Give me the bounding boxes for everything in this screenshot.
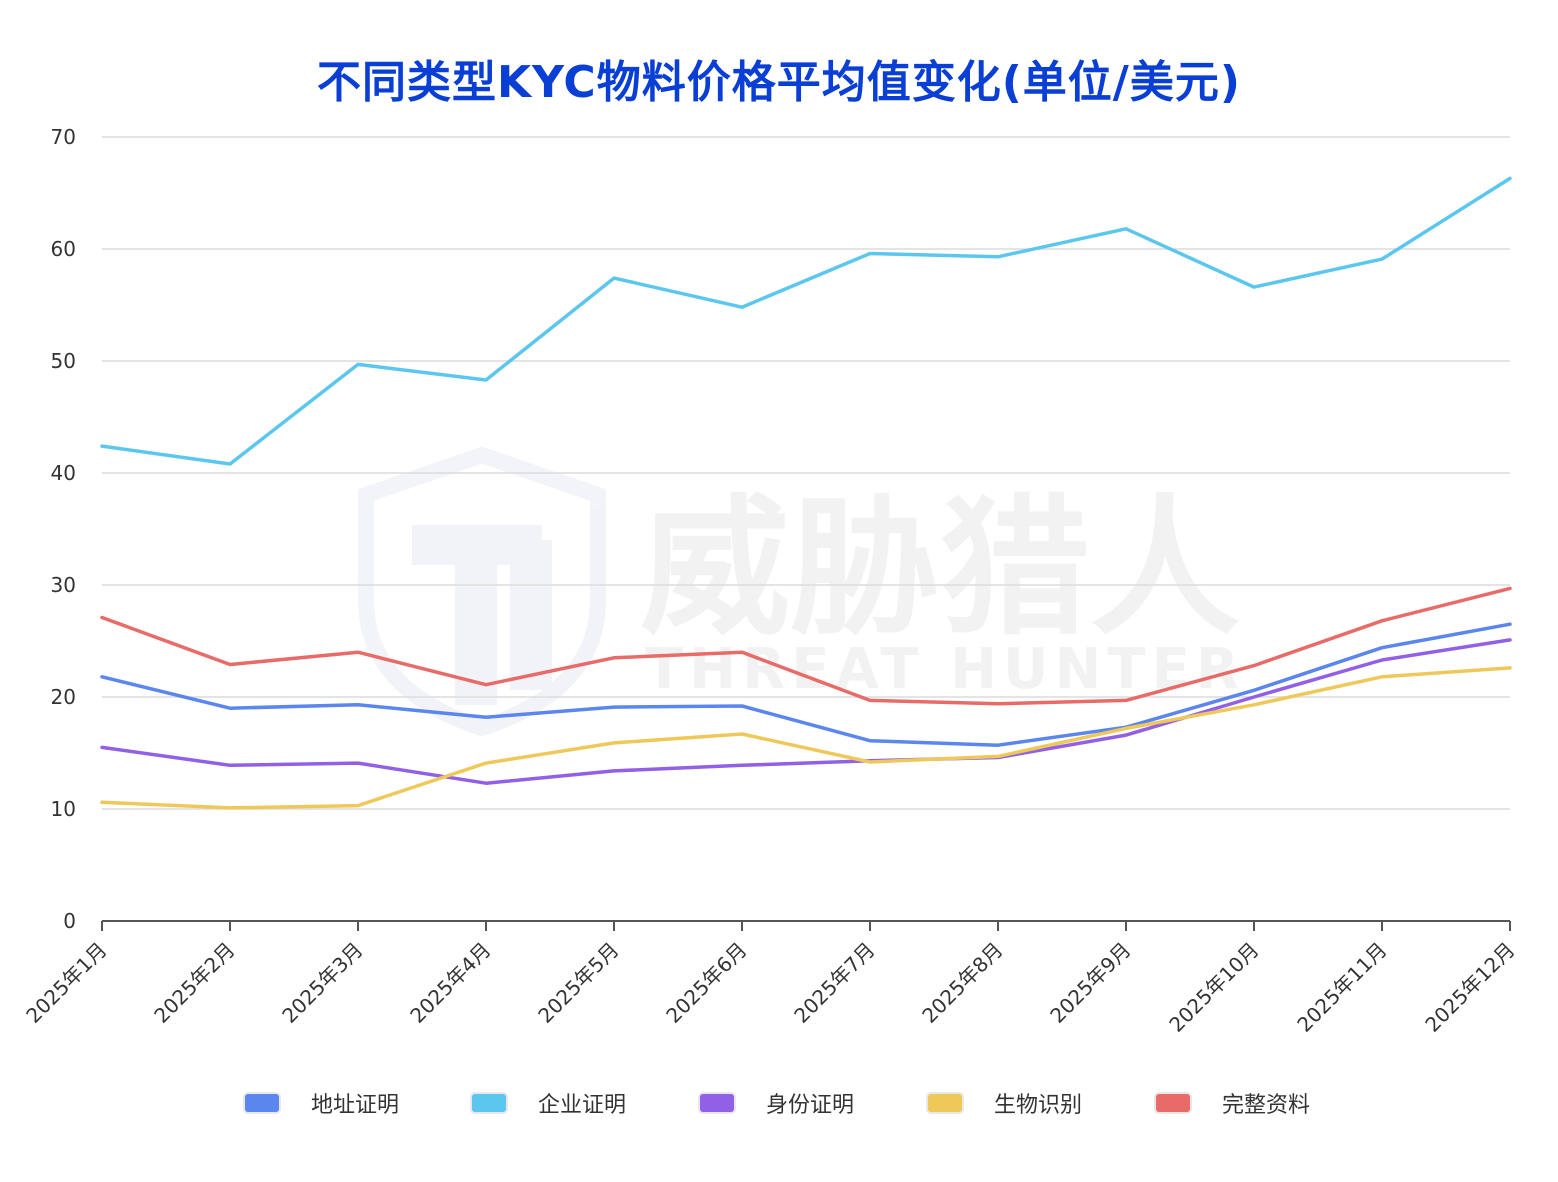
y-tick-label: 60 bbox=[51, 237, 76, 261]
chart-title: 不同类型KYC物料价格平均值变化(单位/美元) bbox=[317, 57, 1241, 108]
legend-label: 企业证明 bbox=[538, 1093, 627, 1118]
x-tick-label: 2025年7月 bbox=[789, 938, 879, 1028]
series-line-5 bbox=[100, 586, 1512, 706]
x-axis: 2025年1月 2025年2月 2025年3月 2025年4月 2025年5月 2025年… bbox=[21, 921, 1520, 1037]
legend-label: 完整资料 bbox=[1222, 1093, 1311, 1118]
watermark: 威胁猎人 THREAT HUNTER bbox=[358, 446, 1245, 737]
legend-swatch bbox=[700, 1094, 734, 1112]
legend-label: 地址证明 bbox=[311, 1093, 400, 1118]
legend-item-4[interactable]: 生物识别 bbox=[928, 1086, 1082, 1120]
x-tick-label: 2025年10月 bbox=[1164, 938, 1263, 1037]
y-tick-label: 0 bbox=[63, 909, 76, 933]
watermark-subtitle: THREAT HUNTER bbox=[645, 637, 1245, 702]
watermark-title: 威胁猎人 bbox=[640, 482, 1240, 656]
x-tick-label: 2025年4月 bbox=[405, 938, 495, 1028]
series-line-4 bbox=[100, 666, 1512, 810]
legend-swatch bbox=[245, 1094, 279, 1112]
legend-label: 身份证明 bbox=[766, 1093, 855, 1118]
legend: 地址证明 企业证明 身份证明 生物识别 完整资料 bbox=[0, 1086, 1558, 1120]
y-tick-label: 70 bbox=[51, 125, 76, 149]
legend-swatch bbox=[472, 1094, 506, 1112]
x-tick-label: 2025年5月 bbox=[533, 938, 623, 1028]
legend-swatch bbox=[928, 1094, 962, 1112]
x-tick-label: 2025年11月 bbox=[1292, 938, 1391, 1037]
series-lines bbox=[100, 176, 1512, 810]
x-tick-label: 2025年9月 bbox=[1045, 938, 1135, 1028]
legend-item-1[interactable]: 地址证明 bbox=[245, 1086, 399, 1120]
series-line-1 bbox=[100, 622, 1512, 747]
legend-label: 生物识别 bbox=[994, 1093, 1083, 1118]
y-tick-label: 30 bbox=[51, 573, 76, 597]
y-tick-label: 20 bbox=[51, 685, 76, 709]
legend-item-2[interactable]: 企业证明 bbox=[472, 1086, 626, 1120]
series-line-2 bbox=[100, 176, 1512, 466]
x-tick-label: 2025年1月 bbox=[21, 938, 111, 1028]
legend-item-5[interactable]: 完整资料 bbox=[1156, 1086, 1310, 1120]
y-tick-label: 40 bbox=[51, 461, 76, 485]
y-tick-label: 50 bbox=[51, 349, 76, 373]
legend-item-3[interactable]: 身份证明 bbox=[700, 1086, 854, 1120]
x-tick-label: 2025年8月 bbox=[917, 938, 1007, 1028]
legend-swatch bbox=[1156, 1094, 1190, 1112]
y-tick-label: 10 bbox=[51, 797, 76, 821]
x-tick-label: 2025年6月 bbox=[661, 938, 751, 1028]
x-tick-label: 2025年2月 bbox=[149, 938, 239, 1028]
shield-icon bbox=[358, 446, 606, 737]
grid-lines bbox=[102, 136, 1510, 922]
series-line-3 bbox=[100, 638, 1512, 785]
x-tick-label: 2025年12月 bbox=[1420, 938, 1519, 1037]
y-axis: 0 10 20 30 40 50 60 70 bbox=[51, 125, 76, 933]
x-tick-label: 2025年3月 bbox=[277, 938, 367, 1028]
